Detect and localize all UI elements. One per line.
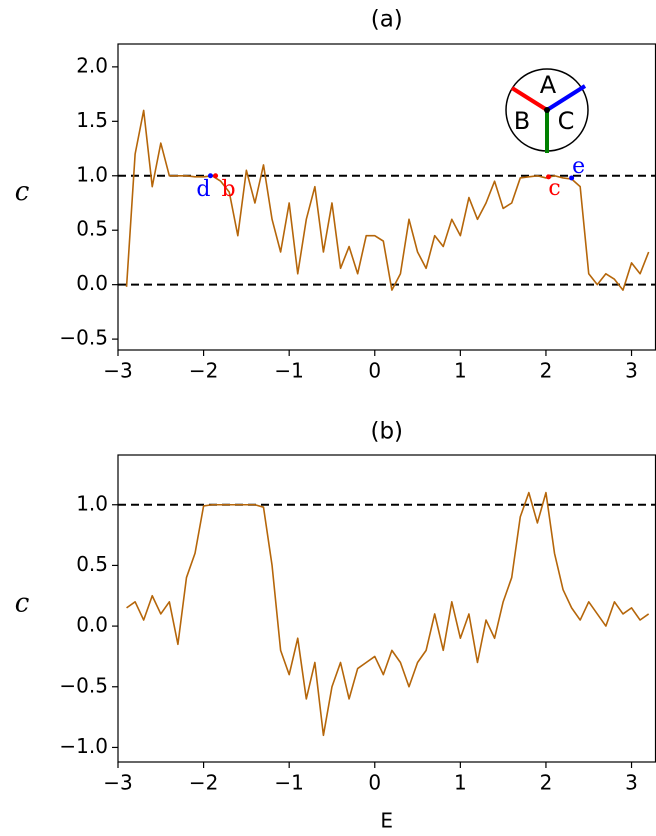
y-axis-label: c bbox=[15, 177, 30, 207]
y-axis-label: c bbox=[15, 589, 30, 619]
inset-label: B bbox=[514, 107, 530, 135]
state-label: c bbox=[548, 176, 560, 201]
inset-arm bbox=[510, 86, 549, 112]
x-tick-label: −1 bbox=[274, 359, 303, 383]
y-tick-label: 1.0 bbox=[76, 491, 108, 515]
x-tick-label: −2 bbox=[189, 359, 218, 383]
x-tick-label: 1 bbox=[454, 771, 467, 795]
x-tick-label: 0 bbox=[368, 359, 381, 383]
x-tick-label: 3 bbox=[625, 771, 638, 795]
x-tick-label: 2 bbox=[540, 771, 553, 795]
inset-arm bbox=[545, 84, 587, 112]
state-marker bbox=[213, 173, 219, 179]
chart-title: (a) bbox=[371, 7, 403, 33]
y-tick-label: 0.5 bbox=[76, 552, 108, 576]
inset-label: A bbox=[540, 71, 557, 99]
x-axis-label: E bbox=[380, 809, 393, 833]
x-tick-label: −1 bbox=[274, 771, 303, 795]
y-tick-label: −0.5 bbox=[59, 673, 108, 697]
state-marker bbox=[546, 174, 552, 180]
x-tick-label: −2 bbox=[189, 771, 218, 795]
inset-center bbox=[544, 107, 550, 113]
plot-area bbox=[126, 491, 650, 737]
y-tick-label: 0.0 bbox=[76, 271, 108, 295]
axes-frame bbox=[117, 454, 656, 763]
y-tick-label: 1.5 bbox=[76, 108, 108, 132]
y-tick-label: 2.0 bbox=[76, 53, 108, 77]
chart-title: (b) bbox=[370, 419, 403, 445]
x-tick-label: −3 bbox=[103, 359, 132, 383]
y-tick-label: −1.0 bbox=[59, 734, 108, 758]
state-marker bbox=[207, 173, 213, 179]
y-tick-label: 0.5 bbox=[76, 217, 108, 241]
x-tick-label: 3 bbox=[625, 359, 638, 383]
state-marker bbox=[569, 175, 575, 181]
y-tick-label: −0.5 bbox=[59, 326, 108, 350]
state-label: d bbox=[196, 177, 210, 202]
x-tick-label: −3 bbox=[103, 771, 132, 795]
inset-label: C bbox=[558, 107, 575, 135]
y-tick-label: 1.0 bbox=[76, 162, 108, 186]
x-tick-label: 2 bbox=[540, 359, 553, 383]
state-label: e bbox=[572, 154, 585, 179]
inset-diagram: A B C bbox=[505, 68, 589, 153]
x-tick-label: 1 bbox=[454, 359, 467, 383]
data-line bbox=[126, 491, 650, 737]
y-tick-label: 0.0 bbox=[76, 613, 108, 637]
state-label: b bbox=[222, 177, 236, 202]
x-tick-label: 0 bbox=[368, 771, 381, 795]
